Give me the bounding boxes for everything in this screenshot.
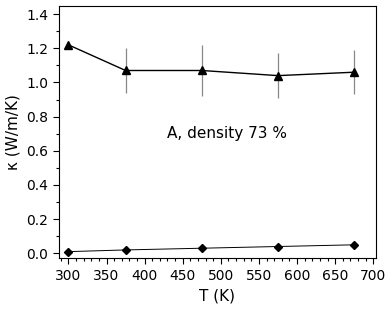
Y-axis label: κ (W/m/K): κ (W/m/K) — [5, 94, 20, 170]
X-axis label: T (K): T (K) — [199, 288, 235, 303]
Text: A, density 73 %: A, density 73 % — [167, 126, 287, 141]
